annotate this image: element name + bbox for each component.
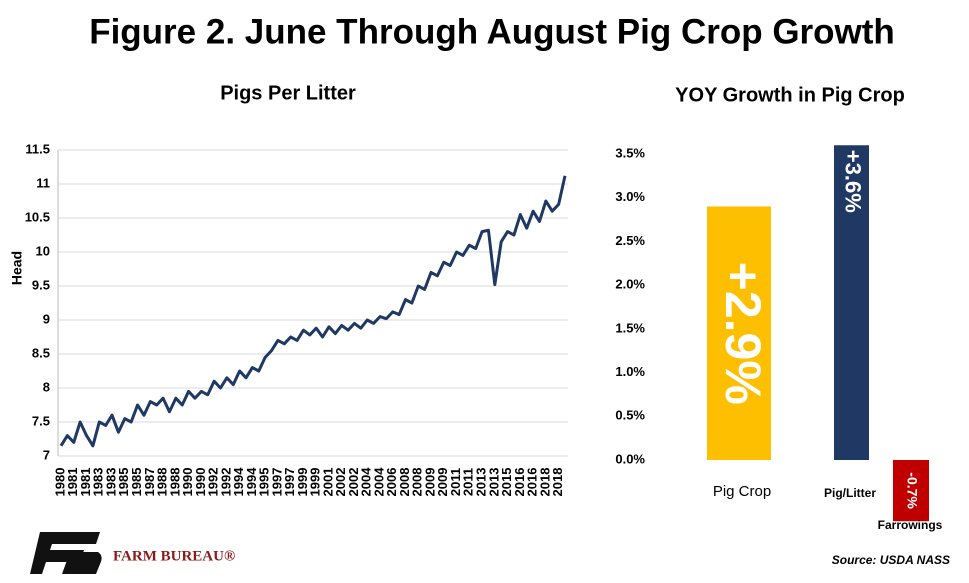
x-tick-label: 1999 [295,468,310,497]
x-tick-label: 2002 [333,468,348,497]
y-tick-label: 11.5 [25,141,50,156]
x-tick-label: 2009 [422,468,437,497]
y-tick-label: 10.5 [25,209,50,224]
x-tick-label: 2001 [320,468,335,497]
y-tick-label: 3.5% [615,145,645,160]
x-tick-label: 2018 [550,468,565,497]
logo-text: FARM BUREAU® [113,548,235,564]
x-tick-label: 1997 [282,468,297,497]
y-tick-label: 9.5 [32,277,50,292]
bar [707,206,771,460]
y-tick-label: 0.0% [615,451,645,466]
x-tick-label: 1987 [142,468,157,497]
x-tick-label: 1983 [103,468,118,497]
x-tick-label: 1990 [180,468,195,497]
y-tick-label: 2.5% [615,233,645,248]
chart-title: Pigs Per Litter [220,82,356,104]
x-tick-label: 2016 [525,468,540,497]
y-tick-label: 3.0% [615,189,645,204]
x-tick-label: 2013 [474,468,489,497]
y-tick-label: 2.0% [615,277,645,292]
x-tick-label: Pig Crop [713,483,771,500]
x-tick-label: 1988 [167,468,182,497]
x-tick-label: 2011 [448,468,463,496]
x-tick-label: 2009 [435,468,450,497]
x-tick-label: 1990 [193,468,208,497]
x-tick-label: 2008 [410,468,425,497]
x-tick-label: 2016 [512,468,527,497]
y-tick-label: 9 [43,311,50,326]
x-tick-label: 1985 [116,468,131,497]
x-tick-label: 2002 [346,468,361,497]
x-tick-label: 1994 [244,467,259,497]
y-tick-label: 8 [43,379,50,394]
x-tick-label: 1985 [129,468,144,497]
x-tick-label: 1992 [218,468,233,497]
y-tick-label: 1.5% [615,320,645,335]
logo: FARM BUREAU® [30,532,235,574]
x-tick-label: 1988 [155,468,170,497]
value-label: +3.6% [841,150,866,213]
x-tick-label: 1981 [78,468,93,497]
bar [834,145,869,460]
x-tick-label: 1995 [257,468,272,497]
x-tick-label: 2004 [371,467,386,497]
x-tick-label: 1981 [65,468,80,497]
x-tick-label: 2006 [384,468,399,497]
x-tick-label: 1994 [231,467,246,497]
source-note: Source: USDA NASS [832,553,950,567]
x-tick-label: 2004 [359,467,374,497]
x-tick-label: 2011 [461,468,476,496]
y-axis-label: Head [9,251,25,285]
y-tick-label: 7 [43,447,50,462]
value-label: +2.9% [715,262,771,405]
y-tick-label: 1.0% [615,364,645,379]
y-tick-label: 0.5% [615,408,645,423]
x-tick-label: Farrowings [878,518,943,532]
x-tick-label: 2015 [499,468,514,497]
value-label: -0.7% [904,472,920,509]
x-tick-label: 2013 [486,468,501,497]
y-tick-label: 8.5 [32,345,50,360]
bar [893,460,929,522]
x-tick-label: 2018 [537,468,552,497]
y-tick-label: 7.5 [32,413,50,428]
x-tick-label: 1983 [91,468,106,497]
chart-title: YOY Growth in Pig Crop [675,84,905,106]
x-tick-label: 1999 [308,468,323,497]
y-tick-label: 11 [36,175,50,190]
y-tick-label: 10 [36,243,50,258]
x-tick-label: 2008 [397,468,412,497]
figure-title: Figure 2. June Through August Pig Crop G… [89,12,895,51]
x-tick-label: 1980 [52,468,67,497]
x-tick-label: Pig/Litter [824,486,876,500]
x-tick-label: 1997 [269,468,284,497]
x-tick-label: 1992 [206,468,221,497]
data-line [59,175,567,448]
